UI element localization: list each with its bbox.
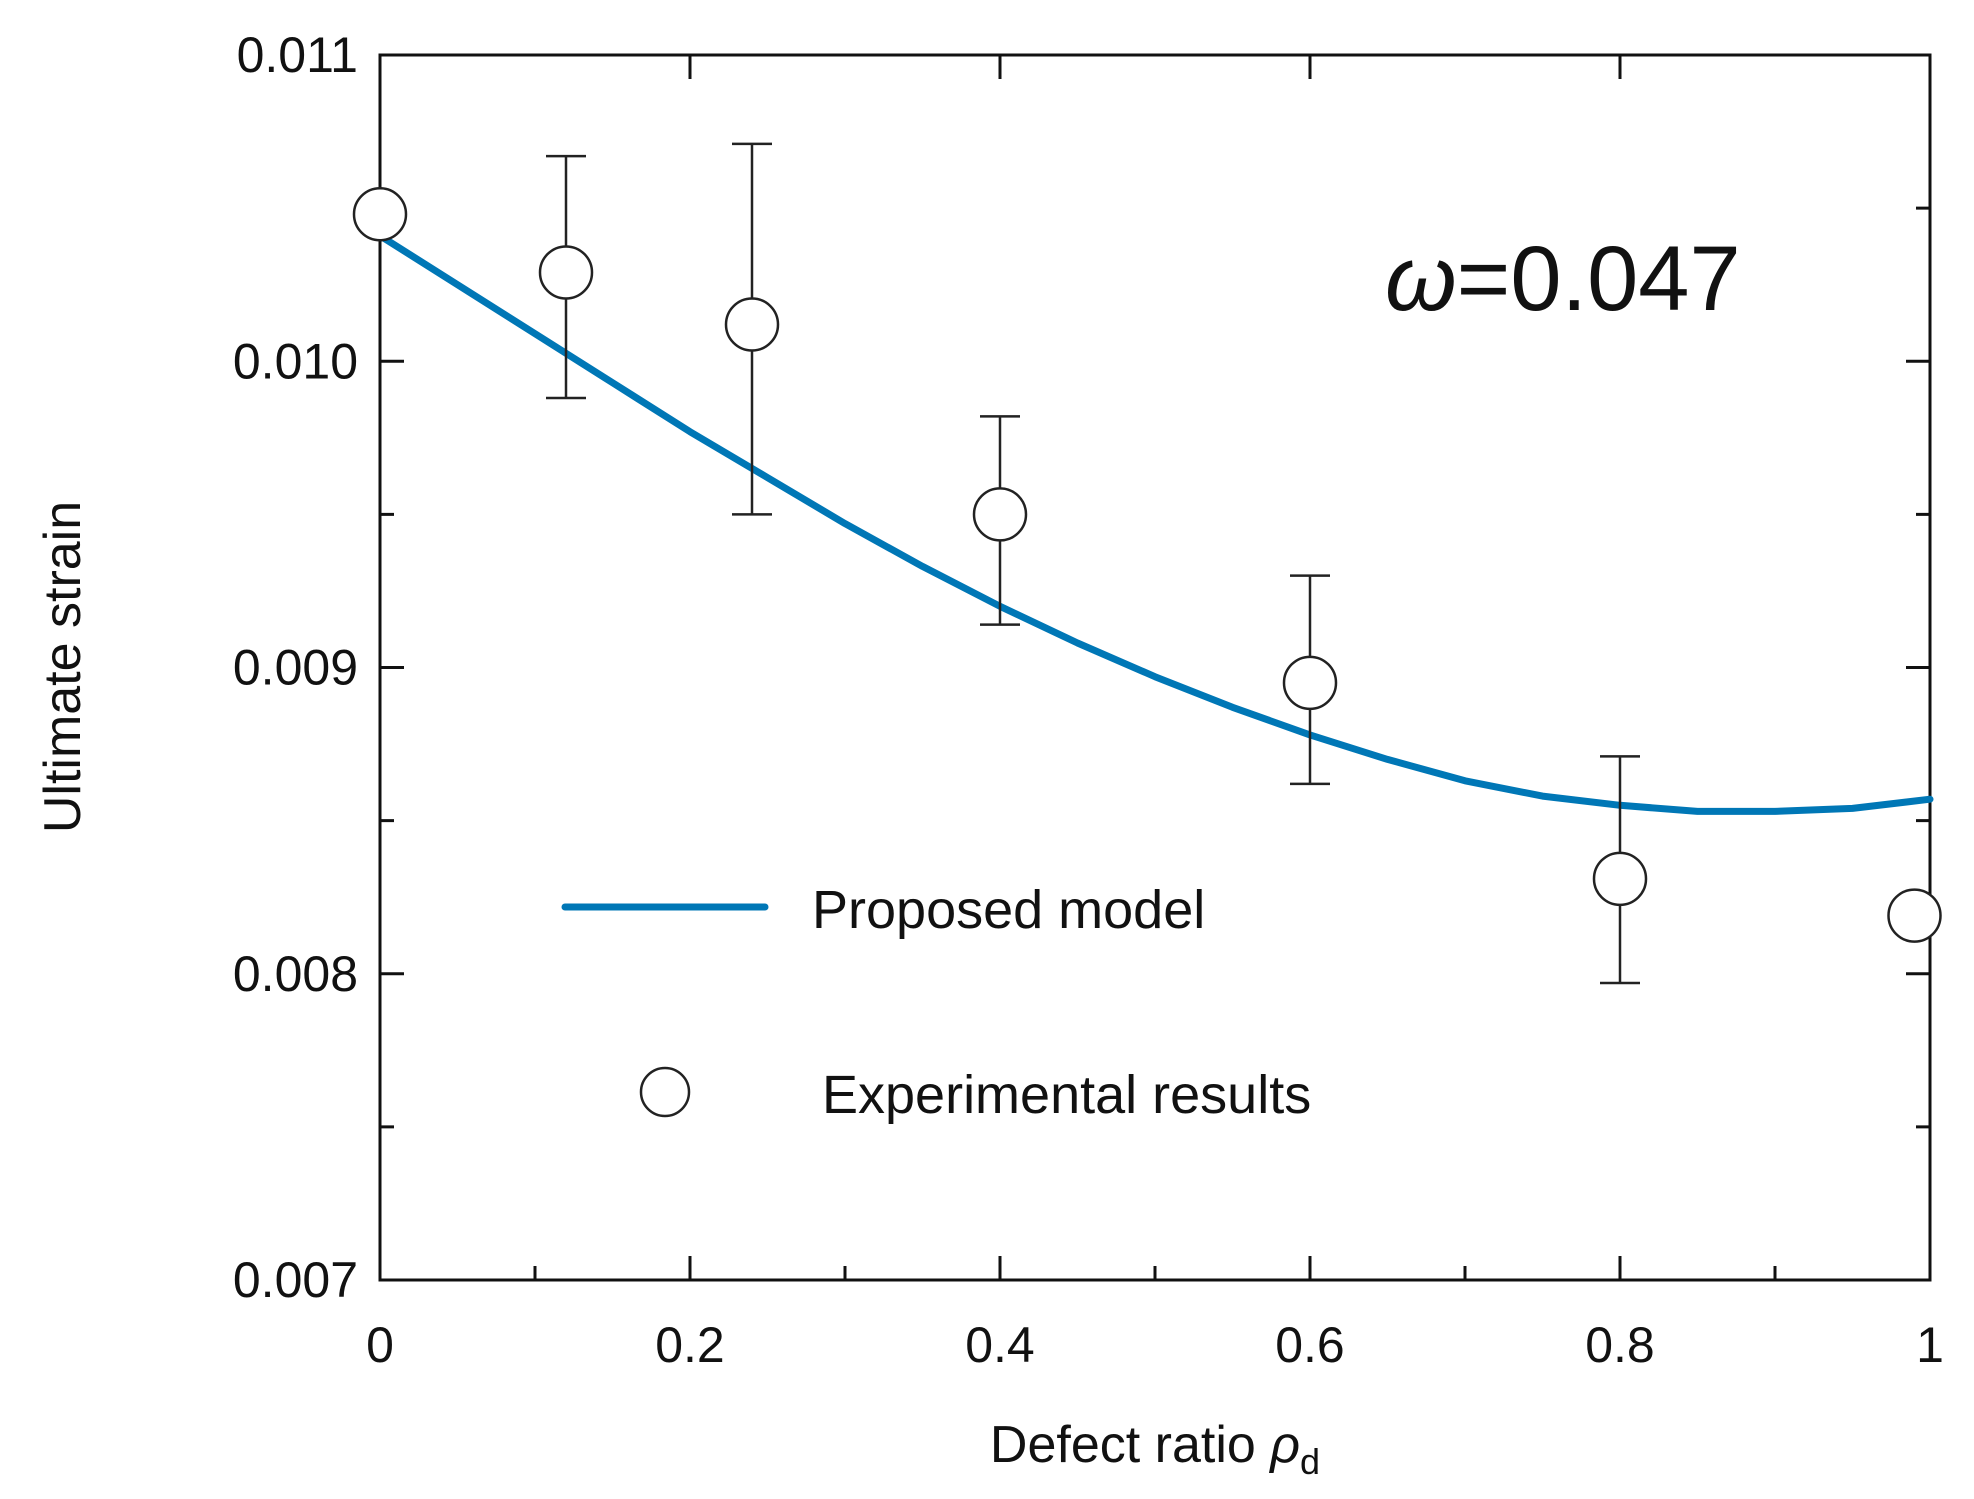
experimental-point	[1887, 888, 1942, 943]
legend-label-experimental-results: Experimental results	[822, 1065, 1311, 1125]
proposed-model-line	[376, 232, 1934, 815]
experimental-point	[352, 187, 408, 242]
x-axis-title: Defect ratio ρd	[990, 1416, 1320, 1482]
x-tick-label: 0.4	[965, 1317, 1035, 1373]
proposed-model-series	[376, 232, 1934, 815]
x-tick-label: 0	[366, 1317, 394, 1373]
x-tick-label: 0.8	[1585, 1317, 1655, 1373]
y-tick-label: 0.007	[233, 1252, 358, 1308]
experimental-point	[1282, 655, 1338, 711]
experimental-point	[972, 487, 1028, 542]
x-axis-title-text: Defect ratio	[990, 1416, 1270, 1474]
legend-circle-marker	[639, 1066, 691, 1118]
x-axis-title-symbol: ρ	[1268, 1416, 1300, 1474]
omega-annotation: ω=0.047	[1385, 228, 1741, 330]
omega-symbol: ω	[1385, 228, 1457, 330]
x-tick-label: 0.2	[655, 1317, 725, 1373]
y-tick-label: 0.009	[233, 640, 358, 696]
experimental-point	[1592, 851, 1648, 907]
legend-label-proposed-model: Proposed model	[812, 880, 1205, 940]
y-axis-title: Ultimate strain	[34, 501, 92, 833]
y-tick-label: 0.008	[233, 946, 358, 1002]
y-tick-label: 0.011	[237, 27, 358, 83]
y-tick-label: 0.010	[233, 333, 358, 389]
x-tick-label: 1	[1916, 1317, 1944, 1373]
omega-value: =0.047	[1457, 228, 1741, 330]
experimental-point	[724, 297, 780, 352]
x-axis-title-subscript: d	[1300, 1441, 1320, 1482]
axis-tick-labels: 0 0.2 0.4 0.6 0.8 1 0.007 0.008 0.009 0.010 0.011	[233, 27, 1944, 1373]
experimental-point	[538, 245, 594, 300]
axis-ticks	[378, 53, 1932, 1282]
experimental-results-series	[352, 142, 1942, 985]
x-tick-label: 0.6	[1275, 1317, 1345, 1373]
